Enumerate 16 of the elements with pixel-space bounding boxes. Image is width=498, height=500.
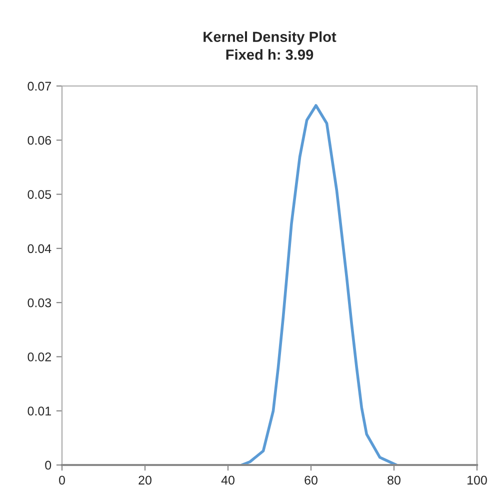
x-tick-label: 80 [388,476,400,485]
x-tick-label: 40 [221,476,234,485]
y-tick-label: 0.06 [28,136,52,145]
y-tick-label: 0 [45,460,52,470]
x-tick-label: 0 [59,476,65,485]
line-series [240,104,398,465]
y-tick-label: 0.02 [28,352,51,362]
y-tick-label: 0.07 [28,82,51,91]
x-tick-label: 60 [304,476,318,485]
y-tick-label: 0.01 [28,406,51,416]
chart-title: Kernel Density Plot Fixed h: 3.99 [204,31,336,60]
y-tick-label: 0.04 [28,244,52,254]
y-tick-label: 0.05 [28,190,52,199]
x-tick-label: 20 [138,476,152,485]
x-tick-label: 100 [468,476,487,485]
y-tick-label: 0.03 [28,298,52,308]
